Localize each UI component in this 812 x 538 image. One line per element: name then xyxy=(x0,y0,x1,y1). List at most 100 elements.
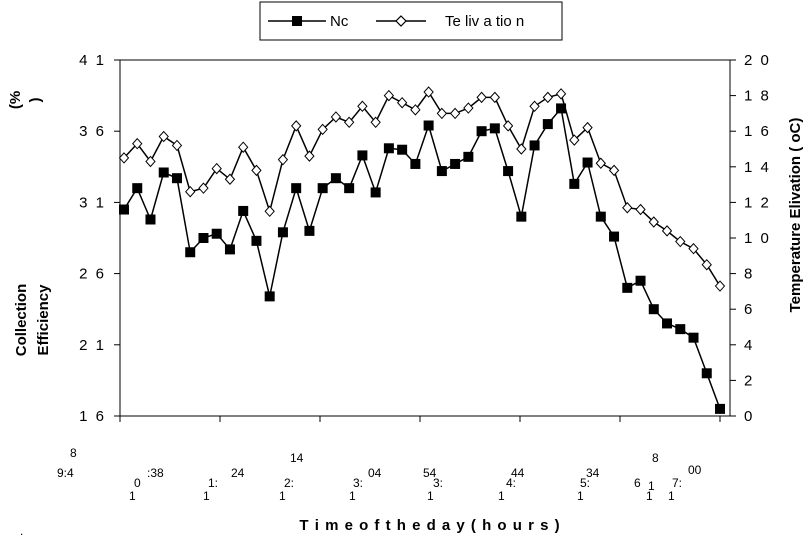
nc-point xyxy=(277,227,288,238)
x-tick-label: 8 xyxy=(70,446,77,460)
nc-point xyxy=(688,332,699,343)
legend-televation-marker xyxy=(395,15,407,27)
left-axis-label-line2: Efficiency xyxy=(35,284,52,356)
x-tick-label: 00 xyxy=(688,463,702,477)
nc-point xyxy=(145,214,156,225)
right-tick-label: 0 xyxy=(744,408,754,425)
televation-point xyxy=(277,153,289,166)
left-tick-label: 3 6 xyxy=(79,123,106,140)
nc-point xyxy=(476,126,487,137)
nc-point xyxy=(198,233,209,243)
televation-point xyxy=(185,185,196,198)
left-tick-label: 2 6 xyxy=(79,266,106,283)
nc-point xyxy=(158,167,169,178)
series-layer xyxy=(118,86,726,414)
televation-point xyxy=(516,143,527,155)
nc-point xyxy=(662,318,673,329)
televation-point xyxy=(357,100,368,113)
televation-point xyxy=(171,139,183,152)
right-tick-label: 2 xyxy=(744,372,754,389)
televation-point xyxy=(529,100,540,113)
x-tick-label: 24 xyxy=(231,466,245,480)
right-tick-label: 1 6 xyxy=(744,123,771,140)
televation-point xyxy=(330,111,342,123)
televation-point xyxy=(118,152,130,164)
x-tick-label: 54 xyxy=(423,466,437,480)
televation-point xyxy=(476,91,487,104)
x-tick-label: 1 xyxy=(129,489,136,503)
plot-area xyxy=(119,59,731,417)
x-tick-label: 0 xyxy=(134,476,141,490)
x-tick-label: 1 xyxy=(577,489,584,503)
nc-point xyxy=(635,275,646,286)
x-tick-label: 14 xyxy=(290,451,304,465)
nc-point xyxy=(383,143,394,154)
legend: Nc Te liv a tio n xyxy=(259,1,563,41)
nc-point xyxy=(119,204,129,215)
right-tick-label: 1 2 xyxy=(744,194,771,211)
x-tick-label: 34 xyxy=(586,466,600,480)
x-tick-label: 2: xyxy=(284,476,294,490)
right-axis-ticks: 2 0 1 8 1 6 1 4 1 2 1 0 8 6 4 2 0 xyxy=(730,52,771,425)
nc-point xyxy=(291,183,302,194)
nc-point xyxy=(715,403,725,414)
nc-point xyxy=(436,166,447,177)
televation-point xyxy=(555,88,567,100)
televation-point xyxy=(449,107,461,120)
nc-point xyxy=(357,150,368,161)
televation-point xyxy=(251,164,262,177)
televation-point xyxy=(317,123,328,136)
nc-point xyxy=(648,304,659,315)
left-tick-label: 3 1 xyxy=(79,194,106,211)
televation-point xyxy=(622,201,633,214)
x-tick-label: 1 xyxy=(498,489,505,503)
x-tick-label: 1 xyxy=(668,489,675,503)
nc-point xyxy=(264,291,275,302)
nc-point xyxy=(542,119,553,130)
nc-point xyxy=(238,205,249,216)
televation-point xyxy=(370,116,381,129)
televation-point xyxy=(489,91,501,104)
televation-point xyxy=(701,258,712,271)
right-tick-label: 4 xyxy=(744,337,754,354)
left-axis-unit: (%) xyxy=(7,91,44,109)
x-tick-label: 3: xyxy=(433,476,443,490)
televation-point xyxy=(396,96,408,109)
x-tick-label: 7: xyxy=(672,476,682,490)
nc-point xyxy=(224,244,235,255)
nc-point xyxy=(397,144,408,155)
nc-point xyxy=(132,183,143,194)
nc-point xyxy=(370,187,381,198)
legend-nc-label: Nc xyxy=(330,13,349,30)
nc-point xyxy=(556,103,567,114)
x-axis-tick-labels: 89:4:3801241:1142:1043:1543:1444:1345:16… xyxy=(20,446,702,538)
nc-point xyxy=(304,225,315,236)
nc-point xyxy=(463,151,474,162)
series-televation-line xyxy=(123,90,721,287)
x-tick-label: 1 xyxy=(203,489,210,503)
televation-point xyxy=(569,134,580,146)
x-axis-ticks xyxy=(119,416,721,422)
nc-point xyxy=(423,120,434,131)
nc-point xyxy=(503,166,514,177)
nc-point xyxy=(701,368,712,379)
right-axis-label: Temperature Elivation ( oC) xyxy=(787,118,804,313)
right-tick-label: 6 xyxy=(744,301,754,318)
nc-point xyxy=(675,324,686,335)
x-tick-label: 04 xyxy=(368,466,382,480)
nc-point xyxy=(609,231,620,242)
televation-point xyxy=(224,173,236,186)
x-tick-label: 8 xyxy=(652,451,659,465)
televation-point xyxy=(608,164,620,177)
televation-point xyxy=(383,89,395,102)
left-tick-label: 4 1 xyxy=(79,52,106,69)
nc-point xyxy=(317,183,328,194)
televation-point xyxy=(291,120,302,132)
nc-point xyxy=(489,123,500,134)
televation-point xyxy=(423,86,434,98)
televation-point xyxy=(436,107,448,120)
nc-point xyxy=(171,173,182,184)
televation-point xyxy=(410,104,421,116)
x-tick-label: 9:4 xyxy=(57,466,74,480)
